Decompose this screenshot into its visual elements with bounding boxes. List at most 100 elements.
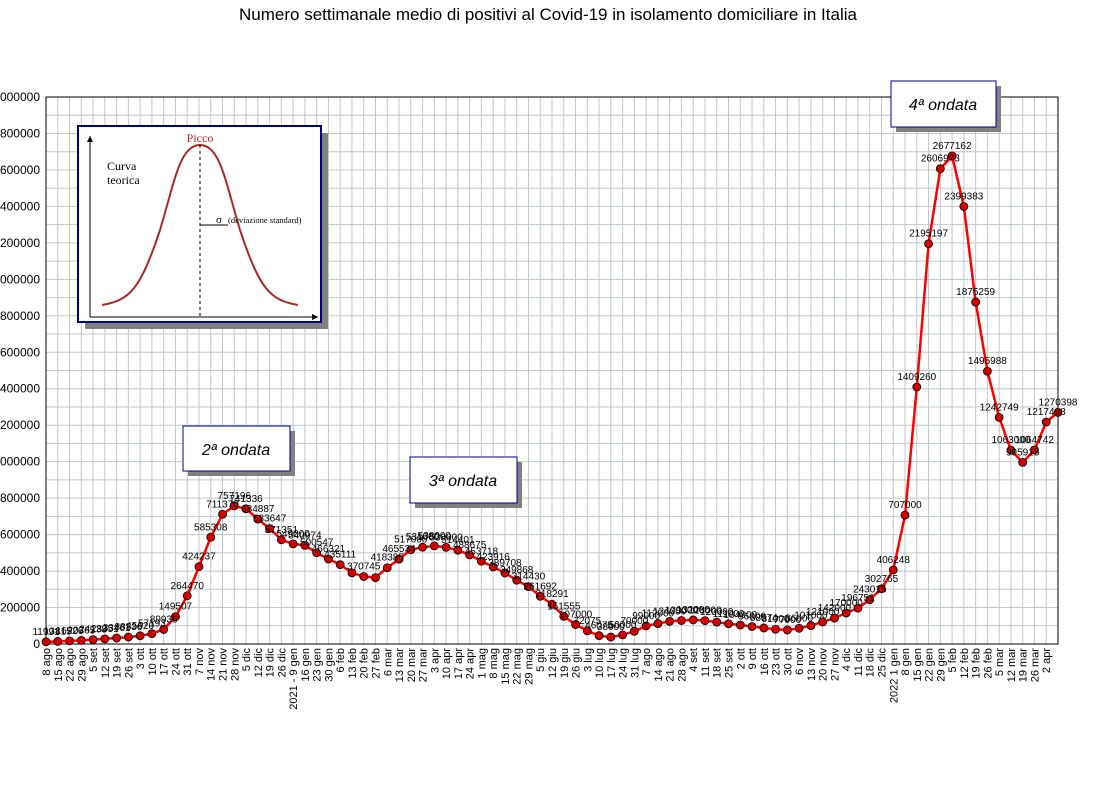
data-label: 389708: [488, 558, 522, 569]
data-label: 142000: [818, 603, 852, 614]
x-tick-label: 8 mag: [488, 648, 500, 679]
x-tick-label: 24 apr: [465, 648, 477, 680]
x-tick-label: 5 feb: [947, 648, 959, 672]
data-label: 1495988: [968, 356, 1007, 367]
data-label: 995915: [1006, 447, 1040, 458]
data-point: [347, 568, 357, 578]
y-tick-label: 3000000: [0, 90, 40, 104]
y-tick-label: 0: [33, 637, 40, 651]
data-point: [253, 514, 263, 524]
x-tick-label: 4 set: [688, 648, 700, 672]
callout-4a-ondata-text: 4ª ondata: [909, 97, 977, 114]
data-label: 1409260: [897, 372, 936, 383]
data-label: 111000: [713, 609, 745, 620]
x-tick-label: 3 apr: [429, 648, 441, 673]
x-tick-label: 5 giu: [535, 648, 547, 672]
x-tick-label: 6 mar: [382, 648, 394, 676]
series-line: [41, 151, 1063, 647]
data-label: 16926: [56, 626, 84, 637]
data-point: [665, 616, 675, 626]
x-tick-label: 11 set: [700, 648, 712, 677]
data-point: [476, 556, 486, 566]
x-tick-label: 2 ott: [735, 648, 747, 669]
data-point: [653, 619, 663, 628]
data-point: [324, 554, 333, 564]
data-label: 81000: [762, 614, 790, 625]
x-tick-label: 15 gen: [912, 648, 924, 682]
data-point: [194, 562, 204, 572]
data-point: [641, 621, 651, 631]
data-label: 465534: [382, 544, 416, 555]
x-tick-label: 27 mar: [418, 648, 430, 683]
y-tick-label: 1000000: [0, 455, 40, 469]
data-point: [65, 636, 74, 646]
data-label: 370745: [347, 562, 381, 573]
data-point: [512, 575, 522, 585]
data-point: [418, 542, 427, 552]
x-tick-label: 16 gen: [300, 648, 312, 682]
data-label: 38000: [597, 622, 625, 633]
x-tick-label: 31 lug: [629, 648, 641, 678]
y-tick-label: 2600000: [0, 163, 40, 177]
x-tick-label: 2021 - 9 gen: [288, 648, 300, 710]
data-label: 45620: [126, 621, 154, 632]
y-tick-label: 800000: [0, 491, 40, 505]
data-point: [241, 504, 251, 514]
data-label: 120000: [700, 607, 734, 618]
x-tick-label: 2 apr: [1041, 648, 1053, 673]
x-tick-label: 5 dic: [241, 648, 253, 672]
x-tick-label: 12 feb: [959, 648, 971, 679]
x-tick-label: 3 lug: [582, 648, 594, 672]
data-label: 2195197: [909, 229, 948, 240]
data-label: 151555: [547, 601, 581, 612]
data-point: [524, 582, 533, 592]
x-tick-label: 27 feb: [370, 648, 382, 679]
x-tick-label: 26 mar: [1029, 648, 1041, 683]
data-label: 218291: [535, 589, 569, 600]
data-point: [806, 621, 816, 630]
x-tick-label: 2022 1 gen: [888, 648, 900, 703]
data-point: [582, 626, 592, 636]
data-label: 128000: [688, 606, 722, 617]
data-label: 500547: [300, 538, 334, 549]
data-label: 96000: [738, 611, 766, 622]
inset-curve-label-2: teorica: [107, 173, 140, 187]
x-tick-label: 16 ott: [759, 648, 771, 676]
data-point: [371, 573, 380, 583]
x-tick-label: 26 set: [123, 648, 135, 678]
data-point: [159, 625, 169, 634]
data-point: [88, 635, 98, 645]
data-label: 99000: [632, 611, 660, 622]
x-tick-label: 19 mar: [1018, 648, 1030, 683]
data-label: 101000: [794, 611, 828, 622]
data-point: [700, 616, 710, 626]
x-tick-label: 20 feb: [359, 648, 371, 679]
y-tick-label: 1400000: [0, 382, 40, 396]
data-label: 2606973: [921, 154, 960, 165]
x-tick-label: 19 dic: [265, 648, 277, 678]
data-point: [535, 591, 545, 601]
x-tick-label: 30 gen: [323, 648, 335, 682]
y-tick-label: 1200000: [0, 418, 40, 432]
data-label: 88574: [750, 613, 778, 624]
x-tick-label: 11 dic: [853, 648, 865, 677]
data-point: [618, 630, 628, 640]
data-point: [994, 413, 1004, 422]
x-tick-label: 17 lug: [606, 648, 618, 678]
data-label: 28351: [91, 624, 119, 635]
data-point: [971, 297, 981, 307]
data-point: [559, 611, 569, 621]
data-label: 435111: [324, 550, 356, 561]
x-tick-label: 20 nov: [818, 648, 830, 682]
x-tick-label: 10 ott: [147, 648, 159, 676]
data-label: 517000: [394, 535, 428, 546]
data-point: [771, 624, 780, 634]
data-label: 633647: [253, 513, 287, 524]
data-point: [594, 631, 604, 640]
data-point: [547, 599, 557, 609]
x-tick-label: 21 ago: [665, 648, 677, 682]
y-tick-label: 200000: [0, 601, 40, 615]
x-tick-label: 10 apr: [441, 648, 453, 680]
data-point: [782, 625, 792, 635]
